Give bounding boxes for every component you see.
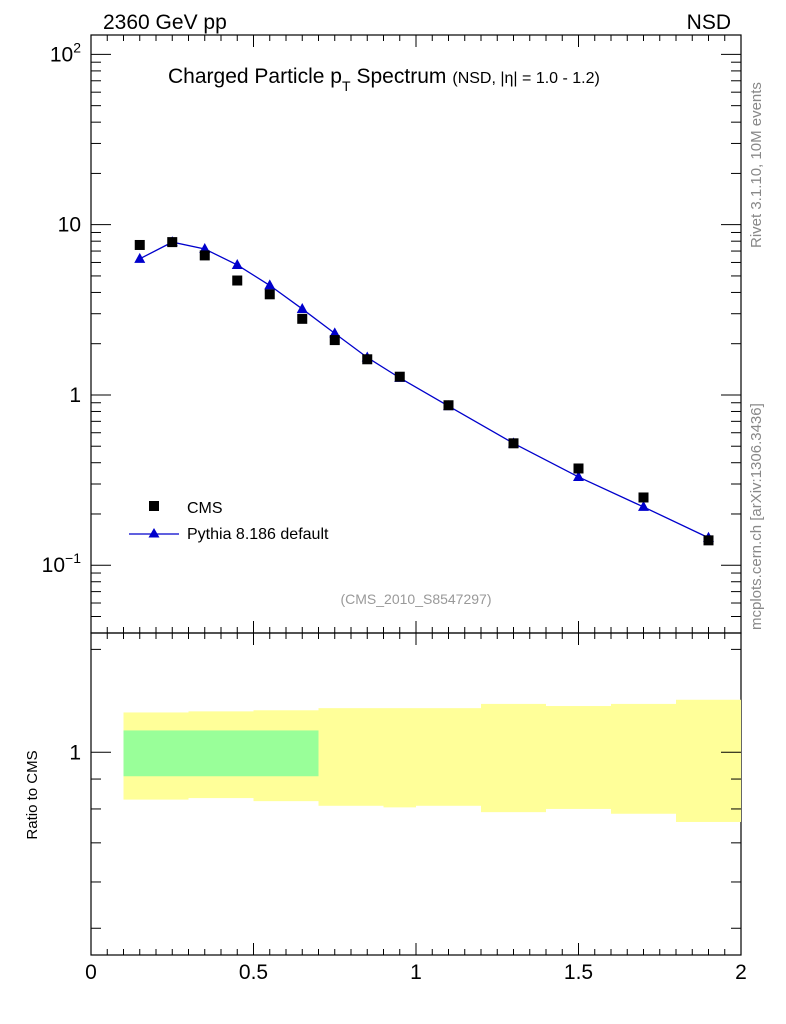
data-point [329, 335, 340, 346]
main-panel-frame [90, 34, 742, 634]
ratio-tick-labels: 1 0 0.5 1 1.5 2 [69, 741, 747, 984]
mcplots-label: mcplots.cern.ch [arXiv:1306.3436] [748, 403, 765, 630]
ratio-y-tick-label: 1 [69, 741, 81, 764]
data-point [508, 438, 519, 449]
data-uncertainty-band [351, 708, 384, 806]
data-point [638, 492, 649, 503]
legend: CMS Pythia 8.186 default [129, 500, 329, 543]
data-point [232, 275, 243, 286]
mc-point [264, 279, 276, 290]
data-point [443, 400, 454, 411]
title-prefix: Charged Particle p [168, 65, 342, 88]
mc-line [139, 241, 709, 539]
data-point [264, 289, 275, 300]
rivet-label: Rivet 3.1.10, 10M events [748, 82, 765, 248]
y-tick-label: 102 [50, 39, 81, 66]
ratio-bands [123, 699, 741, 822]
mc-uncertainty-band [188, 730, 254, 777]
x-tick-label: 1 [410, 961, 422, 984]
data-uncertainty-band [546, 706, 611, 809]
data-uncertainty-band [318, 708, 351, 806]
data-point [167, 237, 178, 248]
x-tick-label: 2 [735, 961, 747, 984]
main-y-tick-labels: 10−1 1 10 102 [42, 39, 82, 577]
data-uncertainty-band [676, 699, 741, 822]
mc-point [329, 327, 341, 338]
mc-point [296, 302, 308, 313]
plot-title: Charged Particle pT Spectrum (NSD, |η| = 1… [168, 65, 600, 94]
data-point [199, 250, 210, 261]
legend-mc-marker [148, 528, 160, 538]
data-point [134, 239, 145, 250]
data-uncertainty-band [481, 703, 546, 813]
data-point [297, 313, 308, 324]
data-point [703, 535, 714, 546]
data-point [362, 354, 373, 365]
mc-uncertainty-band [253, 730, 319, 777]
data-point [394, 371, 405, 382]
x-tick-label: 1.5 [564, 961, 593, 984]
legend-data-marker [149, 501, 159, 511]
y-tick-label: 10−1 [42, 550, 82, 577]
data-uncertainty-band [383, 708, 416, 808]
main-axis-ticks [90, 35, 742, 634]
y-tick-label: 1 [69, 384, 81, 407]
data-series [134, 237, 714, 546]
data-point [573, 463, 584, 474]
ratio-axis-ticks [90, 633, 742, 955]
header-right: NSD [687, 11, 731, 34]
mc-uncertainty-band [123, 730, 189, 777]
mc-point [134, 252, 146, 263]
data-uncertainty-band [416, 708, 481, 806]
title-suffix: Spectrum [357, 65, 447, 88]
header-left: 2360 GeV pp [103, 11, 227, 34]
x-tick-label: 0.5 [239, 961, 268, 984]
title-subscript: T [342, 78, 351, 94]
mc-series [134, 236, 714, 542]
mc-point [573, 470, 584, 481]
mc-point [638, 500, 649, 511]
x-tick-label: 0 [85, 961, 97, 984]
ratio-ylabel: Ratio to CMS [24, 750, 41, 839]
legend-mc-label: Pythia 8.186 default [187, 526, 329, 543]
analysis-id: (CMS_2010_S8547297) [341, 591, 492, 607]
legend-data-label: CMS [187, 500, 223, 517]
mc-point [231, 258, 243, 269]
y-tick-label: 10 [58, 214, 81, 237]
data-uncertainty-band [611, 703, 676, 814]
title-selection: (NSD, |η| = 1.0 - 1.2) [452, 70, 599, 87]
